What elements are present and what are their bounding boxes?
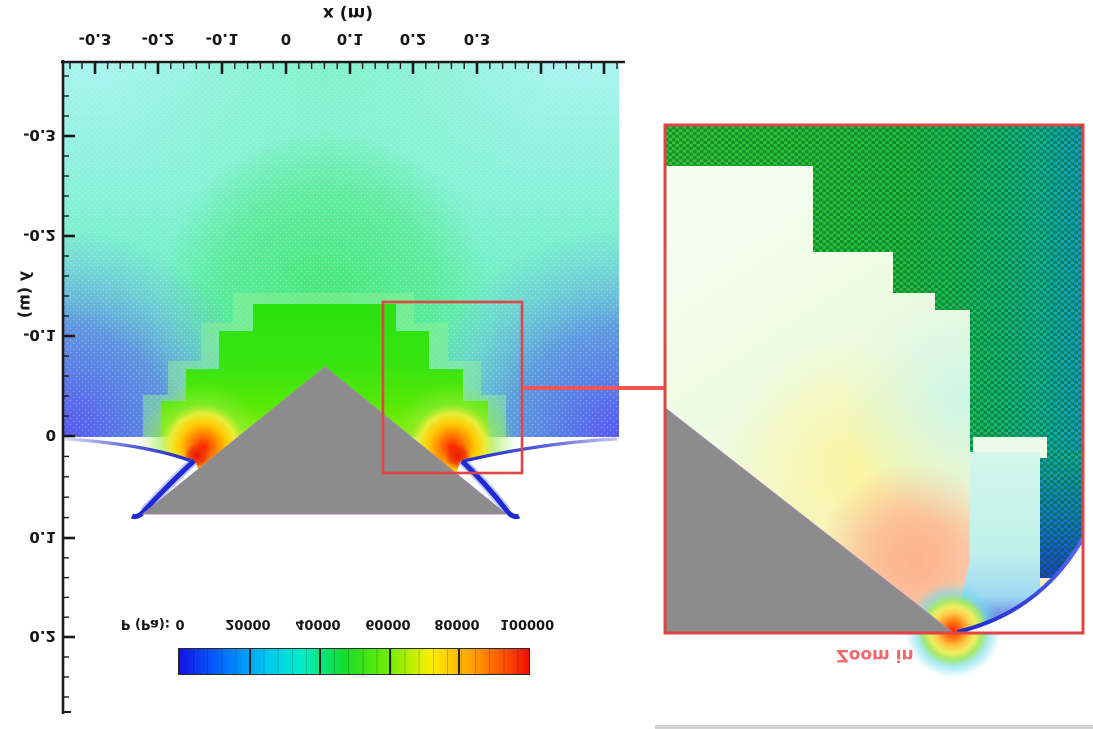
x-tick-label: 0.3	[463, 30, 491, 48]
x-axis-title: x (m)	[322, 3, 374, 23]
axis-ticks	[63, 62, 618, 713]
colorbar-tick-label: 100000	[499, 616, 555, 631]
y-tick-label: 0.2	[29, 627, 56, 645]
colorbar-tick-label: 60000	[365, 616, 411, 631]
colorbar-divider	[249, 649, 251, 674]
x-tick-label: 0.2	[399, 30, 427, 48]
x-tick-label: -0.1	[205, 30, 239, 48]
zoom-inset-caption: Zoom in	[836, 645, 914, 665]
y-tick-label: -0.2	[23, 226, 56, 244]
pressure-field	[60, 62, 624, 545]
page-edge-strip	[655, 725, 1093, 729]
x-tick-label: -0.3	[78, 30, 112, 48]
inset-tip-fan	[905, 582, 1001, 678]
x-tick-label: 0	[280, 30, 292, 48]
colorbar	[178, 648, 530, 675]
y-tick-label: 0	[45, 426, 56, 444]
wedge-body	[141, 366, 508, 515]
inset-border	[663, 123, 1085, 635]
colorbar-divider	[389, 649, 391, 674]
colorbar-tick-label: 80000	[434, 616, 480, 631]
colorbar-tick-label: 0	[175, 616, 185, 631]
y-tick-label: 0.1	[29, 528, 56, 546]
y-axis-title: y (m)	[14, 270, 34, 319]
y-tick-label: -0.1	[23, 326, 56, 344]
colorbar-divider	[319, 649, 321, 674]
x-tick-label: 0.1	[336, 30, 364, 48]
x-tick-label: -0.2	[141, 30, 175, 48]
wake-streak-left	[130, 459, 196, 520]
y-tick-label: -0.3	[23, 126, 56, 144]
inset-separation-bubble	[950, 538, 1083, 633]
colorbar-tick-label: 20000	[225, 616, 271, 631]
zoom-inset	[663, 123, 1085, 678]
colorbar-tick-label: 40000	[295, 616, 341, 631]
colorbar-divider	[458, 649, 460, 674]
zoom-region-box	[381, 300, 524, 475]
wake-streak-right	[460, 459, 521, 520]
